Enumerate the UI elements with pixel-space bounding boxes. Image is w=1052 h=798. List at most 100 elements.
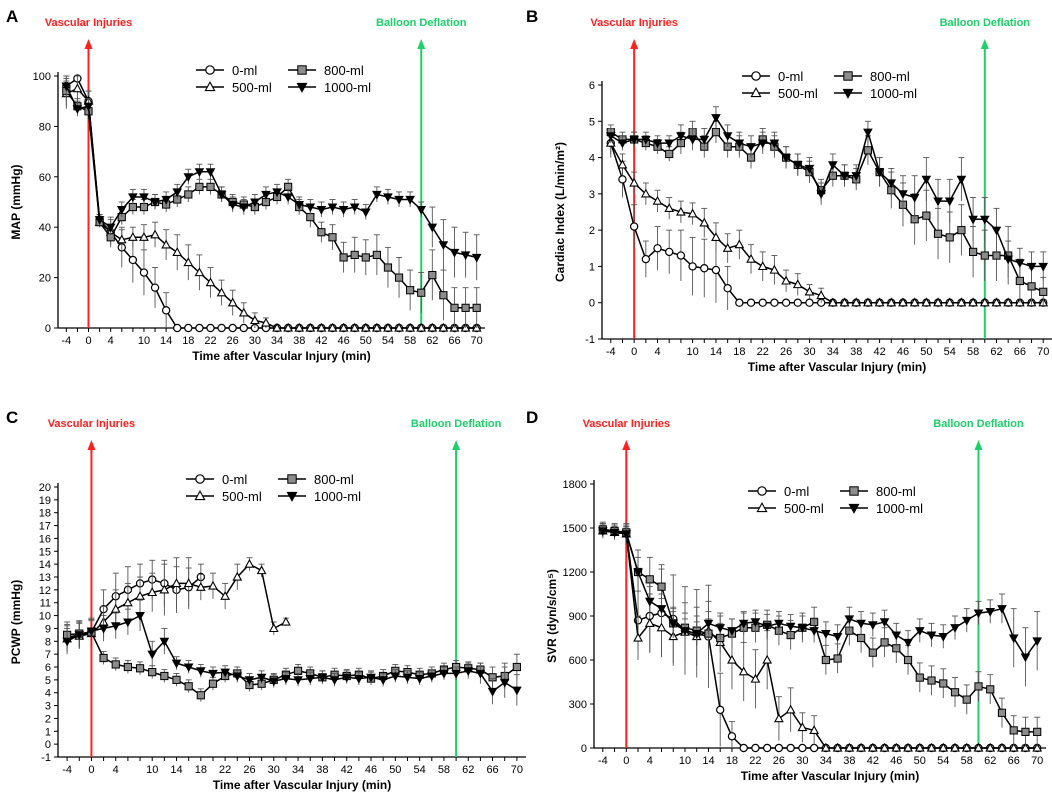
data-point	[350, 250, 359, 260]
legend-marker-icon	[195, 474, 205, 484]
data-point	[641, 254, 651, 264]
data-point	[272, 188, 282, 198]
data-point	[1003, 255, 1013, 265]
data-point	[821, 630, 831, 639]
data-point	[700, 264, 709, 273]
data-point	[128, 193, 138, 203]
data-point	[844, 742, 855, 752]
data-point	[135, 591, 145, 600]
x-tick-label: 62	[462, 764, 474, 776]
legend-item: 500-ml	[748, 501, 824, 516]
data-point	[272, 322, 282, 332]
y-axis-title: SVR (dyn/s/cm⁵)	[545, 569, 559, 663]
arrow-head-icon	[452, 440, 461, 450]
data-point	[676, 206, 686, 216]
data-point	[762, 743, 772, 753]
data-point	[735, 298, 744, 307]
data-point	[383, 263, 393, 272]
series-500-ml	[62, 557, 291, 652]
data-point	[394, 195, 404, 205]
data-point	[985, 742, 996, 752]
data-point	[933, 229, 943, 238]
data-point	[609, 528, 620, 538]
data-point	[921, 297, 932, 307]
legend-item: 1000-ml	[834, 86, 917, 101]
data-point	[195, 582, 206, 591]
data-point	[863, 297, 873, 307]
data-point	[914, 742, 925, 752]
data-point	[687, 208, 698, 218]
data-point	[644, 618, 655, 627]
data-point	[94, 216, 105, 225]
data-point	[757, 261, 768, 271]
x-tick-label: 46	[365, 764, 377, 776]
y-tick-label: 7	[45, 649, 51, 661]
x-axis-title: Time after Vascular Injury (min)	[192, 349, 371, 363]
data-point	[261, 190, 271, 200]
data-point	[844, 615, 855, 625]
panel-d: D 0 300 600 900 1200 1500 1800 -4 0 4 10 14 18 22 26 30 3…	[526, 399, 1052, 798]
x-tick-label: 30	[796, 755, 808, 767]
data-point	[172, 247, 183, 257]
data-point	[123, 662, 132, 672]
data-point	[618, 175, 627, 184]
data-point	[816, 190, 826, 200]
legend-item: 500-ml	[742, 86, 818, 101]
data-point	[416, 322, 427, 332]
y-tick-label: 0	[581, 743, 587, 755]
data-point	[933, 297, 943, 307]
x-tick-label: 30	[803, 346, 815, 358]
data-point	[1009, 726, 1018, 735]
x-tick-label: 66	[1008, 755, 1020, 767]
data-point	[349, 203, 360, 213]
x-tick-label: -4	[61, 335, 71, 347]
data-point	[61, 82, 72, 92]
x-tick-label: 18	[726, 755, 738, 767]
y-tick-label: 19	[39, 495, 51, 507]
data-point	[774, 619, 784, 629]
data-point	[327, 322, 338, 332]
legend-marker-icon	[843, 71, 853, 81]
data-point	[427, 322, 438, 332]
data-point	[244, 676, 255, 686]
legend-marker-icon	[842, 88, 854, 99]
data-point	[1008, 742, 1019, 752]
panel-c: C -1 0 1 2 3 4 5 6 7 8 9 10 11 12 13 14 15 16 17 18 19 20 -4 0 4 1…	[0, 399, 526, 798]
data-point	[414, 675, 425, 684]
data-point	[227, 200, 238, 210]
legend-label: 0-ml	[232, 63, 257, 78]
data-point	[856, 619, 866, 629]
legend: 0-ml 500-ml 800-ml 1000-ml	[186, 472, 361, 504]
legend-item: 0-ml	[742, 69, 803, 84]
x-tick-label: 34	[271, 335, 283, 347]
data-point	[147, 650, 158, 660]
x-tick-label: 54	[944, 346, 956, 358]
x-tick-label: 18	[195, 764, 207, 776]
y-tick-label: 0	[589, 298, 595, 310]
data-point	[378, 676, 388, 686]
x-tick-label: 0	[631, 346, 637, 358]
data-point	[968, 297, 978, 307]
legend-item: 1000-ml	[288, 80, 371, 95]
data-point	[992, 251, 1001, 260]
data-point	[238, 307, 249, 317]
x-tick-label: 22	[749, 755, 761, 767]
data-point	[487, 687, 498, 697]
x-tick-label: 58	[438, 764, 450, 776]
series-line	[610, 142, 1044, 304]
data-point	[738, 619, 749, 629]
x-tick-label: 38	[316, 764, 328, 776]
data-point	[797, 624, 808, 633]
data-point	[1039, 287, 1048, 296]
data-point	[933, 197, 943, 207]
data-point	[961, 616, 972, 626]
legend-item: 1000-ml	[278, 489, 361, 504]
data-point	[891, 742, 902, 752]
data-point	[371, 322, 382, 332]
data-point	[62, 637, 72, 647]
x-tick-label: 0	[88, 764, 94, 776]
data-point	[851, 172, 862, 181]
panel-letter: D	[526, 408, 538, 427]
data-point	[621, 530, 632, 540]
data-point	[657, 582, 666, 591]
